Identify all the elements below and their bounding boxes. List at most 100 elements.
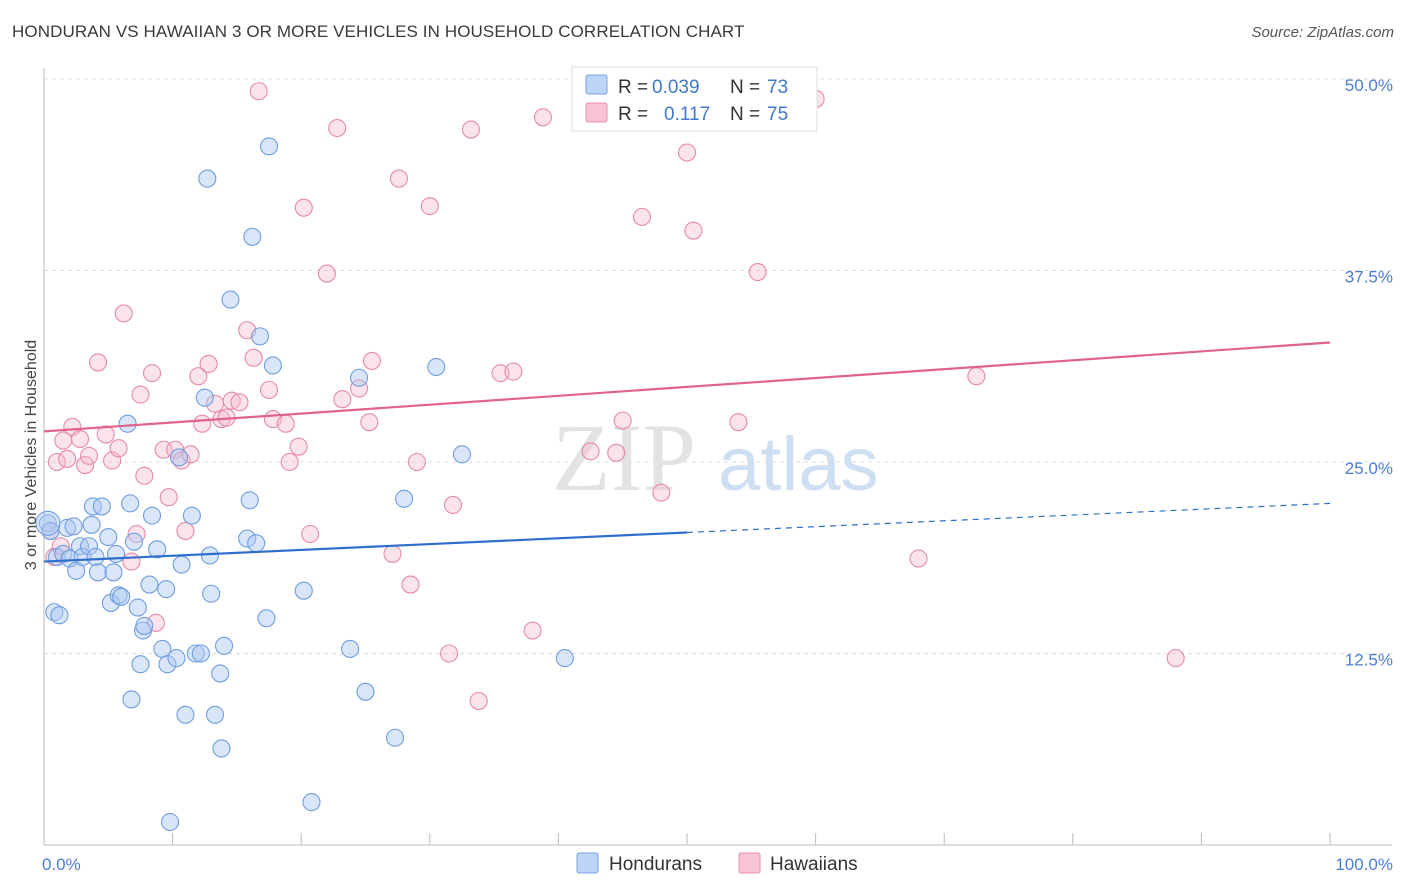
hawaiians-point — [328, 118, 347, 138]
hawaiians-point — [70, 429, 90, 449]
hawaiians-point — [244, 348, 263, 367]
y-tick-label: 25.0% — [1345, 459, 1393, 478]
hawaiians-point — [301, 524, 320, 544]
hondurans-point — [205, 705, 225, 724]
hondurans-point — [172, 555, 191, 574]
hondurans-point — [250, 327, 270, 346]
hawaiians-point — [109, 439, 128, 458]
hondurans-point — [99, 528, 118, 547]
hondurans-point — [106, 544, 126, 563]
hondurans-point — [101, 593, 120, 612]
trend-lines — [43, 341, 1331, 563]
hondurans-point — [386, 728, 405, 747]
hawaiians-point — [440, 644, 459, 663]
hondurans-point — [135, 616, 154, 635]
hondurans-point — [112, 587, 131, 606]
hondurans-point — [238, 529, 257, 548]
hondurans-point — [198, 169, 217, 188]
hondurans-point — [186, 644, 205, 663]
hawaiians-point — [280, 452, 299, 472]
hawaiians-point — [114, 304, 133, 323]
hawaiians-point — [383, 544, 402, 563]
series-hawaiians — [41, 82, 1185, 711]
hawaiians-point — [58, 449, 77, 468]
hondurans-point — [148, 540, 167, 559]
hondurans-point — [118, 414, 137, 433]
hawaiians-point — [632, 207, 652, 226]
hondurans-trend-line — [43, 531, 688, 563]
hondurans-point — [341, 639, 360, 658]
y-tick-label: 12.5% — [1345, 651, 1393, 670]
hawaiians-point — [79, 446, 99, 465]
hondurans-point — [88, 563, 108, 582]
hawaiians-point — [613, 411, 632, 430]
hawaiians-point — [443, 495, 462, 514]
hawaiians-point — [142, 364, 162, 383]
hondurans-point — [240, 491, 259, 510]
axes — [43, 68, 1392, 846]
hawaiians-point — [259, 380, 279, 400]
hondurans-point — [73, 547, 92, 567]
hawaiians-point — [967, 367, 986, 386]
hawaiians-point — [135, 466, 154, 485]
legend-r-value-1: 0.039 — [652, 77, 700, 98]
hawaiians-point — [407, 452, 426, 472]
hawaiians-point — [47, 452, 66, 472]
hawaiians-point — [684, 221, 703, 240]
hondurans-point — [294, 581, 313, 600]
hondurans-point — [350, 368, 369, 387]
grid-lines — [44, 78, 1392, 654]
legend-n-label-1: N = — [730, 77, 760, 98]
y-tick-labels: 12.5% 25.0% 37.5% 50.0% — [1345, 76, 1393, 670]
hondurans-point — [195, 388, 214, 407]
hawaiians-point — [176, 521, 195, 540]
hondurans-point — [121, 494, 140, 513]
data-points — [35, 82, 1185, 832]
hondurans-point — [200, 546, 219, 565]
hondurans-point — [243, 227, 262, 246]
hondurans-point — [263, 356, 282, 375]
hondurans-point — [191, 644, 210, 663]
hawaiians-point — [360, 413, 379, 432]
hondurans-point — [157, 580, 176, 599]
hawaiians-point — [533, 108, 553, 127]
hondurans-point — [555, 649, 574, 668]
hawaiians-point — [181, 445, 200, 464]
hondurans-point — [86, 547, 105, 567]
hawaiians-point — [222, 391, 241, 410]
hondurans-point — [202, 584, 221, 603]
hawaiians-point — [677, 143, 697, 162]
hawaiians-point — [199, 354, 218, 374]
hawaiians-point — [461, 120, 481, 139]
hondurans-point — [452, 445, 472, 464]
hondurans-point — [35, 510, 61, 536]
legend-n-value-1: 73 — [767, 77, 788, 98]
watermark: ZIP atlas — [552, 404, 879, 511]
hondurans-point — [131, 655, 150, 674]
legend-r-value-2: 0.117 — [664, 104, 710, 125]
bottom-legend-swatch-hondurans — [576, 852, 599, 874]
hawaiians-point — [652, 483, 671, 502]
hondurans-point — [167, 649, 186, 668]
hawaiians-point — [607, 443, 626, 462]
hondurans-point — [259, 137, 279, 156]
hawaiians-point — [581, 442, 600, 461]
legend-r-label-2: R = — [618, 104, 648, 125]
hondurans-point — [302, 793, 321, 812]
hawaiians-point — [333, 390, 352, 409]
hawaiians-point — [122, 552, 141, 571]
hondurans-point — [45, 603, 64, 622]
hondurans-point — [92, 497, 111, 516]
y-tick-label: 37.5% — [1345, 268, 1393, 287]
hondurans-point — [257, 609, 276, 628]
hondurans-point — [128, 598, 147, 617]
hondurans-point — [212, 739, 231, 758]
legend-n-label-2: N = — [730, 104, 760, 125]
hondurans-point — [140, 575, 159, 594]
hawaiians-point — [230, 393, 249, 412]
y-tick-label: 50.0% — [1345, 76, 1393, 95]
hawaiians-point — [469, 691, 488, 711]
hawaiians-point — [350, 379, 369, 398]
hawaiians-point — [401, 575, 420, 594]
